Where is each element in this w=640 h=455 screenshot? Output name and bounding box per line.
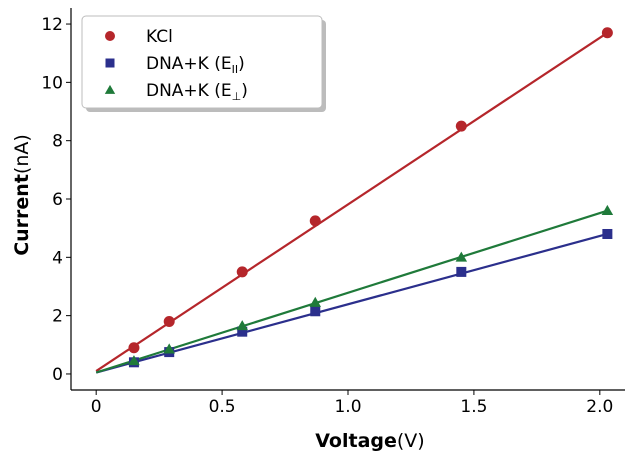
data-point — [456, 266, 467, 277]
y-tick-label: 12 — [41, 15, 63, 35]
legend-label-main: DNA+K (E — [146, 54, 232, 74]
legend-item: DNA+K (E⊥) — [104, 81, 248, 103]
y-tick-label: 4 — [52, 248, 63, 268]
data-point — [310, 306, 321, 317]
data-point — [601, 204, 614, 215]
fit-line — [95, 31, 608, 372]
data-point — [455, 251, 468, 262]
y-tick-label: 2 — [52, 307, 63, 327]
data-point — [236, 320, 248, 331]
legend-marker — [105, 58, 115, 68]
y-tick-label: 6 — [52, 190, 63, 210]
y-tick-label: 8 — [52, 132, 63, 152]
x-tick-label: 1.0 — [334, 397, 361, 417]
legend-marker — [104, 84, 116, 94]
data-point — [601, 27, 613, 39]
legend-box — [81, 15, 323, 109]
y-ticks: 0 2 4 6 8 10 12 — [41, 15, 71, 385]
legend-label-main: DNA+K (E — [146, 81, 232, 101]
y-axis-title-text: Current — [11, 174, 33, 256]
data-point — [163, 315, 175, 327]
fit-lines — [95, 31, 608, 374]
data-points — [128, 27, 614, 368]
legend-label: KCl — [146, 27, 173, 47]
fit-line — [95, 209, 608, 374]
x-ticks: 0 0.5 1.0 1.5 2.0 — [91, 390, 613, 417]
data-point — [236, 266, 248, 278]
data-point — [309, 215, 321, 227]
plot-area — [95, 27, 614, 374]
data-point — [237, 326, 248, 337]
legend-label-subscript: II — [232, 63, 239, 76]
y-axis-unit: (nA) — [11, 134, 33, 174]
legend-label: DNA+K (EII) — [146, 54, 245, 76]
legend-label-subscript: ⊥ — [232, 90, 242, 103]
x-tick-label: 0 — [91, 397, 102, 417]
data-point — [128, 342, 140, 354]
legend-label-close: ) — [238, 54, 245, 74]
data-point — [455, 120, 467, 132]
legend-item: DNA+K (EII) — [105, 54, 245, 76]
x-axis-unit: (V) — [397, 430, 425, 452]
legend-marker — [105, 31, 115, 41]
x-axis-title-text: Voltage — [315, 430, 397, 452]
legend-item: KCl — [105, 27, 173, 47]
legend-label-close: ) — [241, 81, 248, 101]
x-tick-label: 1.5 — [460, 397, 487, 417]
y-tick-label: 10 — [41, 73, 63, 93]
y-axis-title: Current(nA) — [11, 134, 33, 256]
data-point — [309, 296, 322, 307]
legend-label-main: KCl — [146, 27, 173, 47]
x-axis-title: Voltage(V) — [315, 430, 424, 452]
data-point — [128, 355, 140, 366]
fit-line — [95, 232, 608, 374]
x-tick-label: 2.0 — [586, 397, 613, 417]
x-tick-label: 0.5 — [209, 397, 236, 417]
legend-label: DNA+K (E⊥) — [146, 81, 248, 103]
data-point — [602, 228, 613, 239]
y-tick-label: 0 — [52, 365, 63, 385]
data-point — [163, 343, 175, 354]
